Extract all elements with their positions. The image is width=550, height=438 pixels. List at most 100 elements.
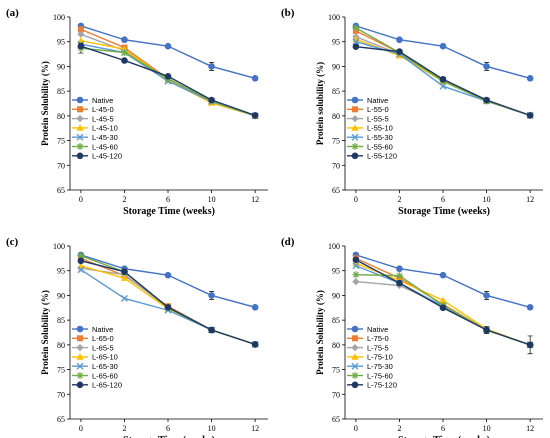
data-point [164, 271, 172, 279]
series-L-65-120 [77, 257, 259, 348]
y-tick-label: 75 [332, 366, 340, 375]
legend-label: L-55-10 [367, 124, 393, 133]
y-axis-label: Protein Solubility (%) [40, 290, 50, 375]
legend-marker [351, 381, 359, 389]
data-point [352, 262, 360, 270]
x-axis-label: Storage Time (weeks) [398, 206, 490, 217]
legend-label: L-75-10 [367, 353, 393, 362]
legend-marker [351, 143, 359, 150]
legend-item: Native [72, 325, 113, 334]
legend-marker [351, 353, 359, 360]
y-tick-label: 85 [57, 87, 65, 96]
legend: NativeL-55-0L-55-5L-55-10L-55-30L-55-60L… [347, 96, 397, 161]
legend-marker [76, 152, 84, 160]
x-tick-label: 2 [122, 424, 126, 433]
data-point [251, 303, 259, 311]
legend-label: L-45-60 [92, 142, 118, 151]
series-L-55-120 [352, 43, 534, 119]
data-point [526, 74, 534, 82]
legend-item: L-45-120 [72, 152, 122, 161]
data-point [396, 265, 403, 273]
legend-marker [76, 96, 84, 104]
legend-label: L-75-0 [367, 334, 389, 343]
x-tick-label: 10 [208, 424, 216, 433]
x-tick-label: 0 [354, 195, 358, 204]
legend-item: L-65-5 [72, 343, 114, 352]
legend-label: L-55-30 [367, 133, 393, 142]
legend-label: L-45-120 [92, 152, 122, 161]
legend-marker [76, 325, 84, 333]
panel-label: (c) [6, 236, 19, 248]
legend-marker [76, 362, 84, 370]
y-tick-label: 95 [332, 38, 340, 47]
x-tick-label: 2 [122, 195, 126, 204]
legend: NativeL-45-0L-45-5L-45-10L-45-30L-45-60L… [72, 96, 122, 161]
legend-label: L-55-0 [367, 105, 389, 114]
legend-label: Native [367, 325, 388, 334]
legend-label: L-65-120 [92, 381, 122, 390]
y-tick-label: 65 [57, 186, 65, 195]
y-tick-label: 70 [57, 161, 65, 170]
data-point [526, 303, 534, 311]
legend-label: L-65-60 [92, 371, 118, 380]
legend-label: L-75-5 [367, 343, 389, 352]
data-point [164, 73, 172, 80]
y-tick-label: 95 [57, 267, 65, 276]
legend-label: L-55-120 [367, 152, 397, 161]
legend-label: L-65-5 [92, 343, 114, 352]
legend: NativeL-65-0L-65-5L-65-10L-65-30L-65-60L… [72, 325, 122, 390]
y-tick-label: 95 [332, 267, 340, 276]
data-point [208, 96, 215, 104]
y-tick-label: 90 [332, 62, 340, 71]
x-tick-label: 2 [397, 424, 401, 433]
data-point [483, 63, 490, 70]
legend-label: L-45-30 [92, 133, 118, 142]
y-tick-label: 80 [332, 112, 340, 121]
legend-label: L-65-30 [92, 362, 118, 371]
legend-item: L-45-30 [72, 133, 118, 142]
y-tick-label: 70 [332, 390, 340, 399]
series-Native [77, 251, 259, 311]
data-point [526, 341, 534, 349]
x-tick-label: 10 [483, 195, 491, 204]
y-tick-label: 80 [57, 341, 65, 350]
data-point [77, 30, 85, 38]
series-line [80, 254, 256, 308]
y-tick-label: 70 [332, 161, 340, 170]
legend-marker [76, 133, 84, 141]
data-point [164, 303, 172, 311]
legend-item: L-55-0 [347, 105, 389, 114]
legend-item: Native [72, 96, 113, 105]
y-tick-label: 75 [57, 137, 65, 146]
chart-panel-2: 65 70 75 80 85 90 95 100 0 2 6 10 12 (b) Storage Time … [281, 7, 543, 217]
legend-label: Native [92, 325, 113, 334]
data-point [120, 274, 129, 281]
legend-item: L-75-120 [347, 381, 397, 390]
legend-marker [351, 152, 359, 160]
data-point [396, 36, 403, 44]
legend-label: L-75-60 [367, 371, 393, 380]
data-point [251, 112, 259, 119]
legend-marker [76, 115, 84, 123]
series-Native [77, 22, 259, 82]
data-point [483, 326, 490, 334]
legend-item: L-45-5 [72, 114, 114, 123]
legend-label: Native [92, 96, 113, 105]
legend-item: L-45-0 [72, 105, 114, 114]
data-point [77, 266, 85, 274]
legend-item: L-55-30 [347, 133, 393, 142]
data-point [352, 256, 360, 264]
legend-marker [76, 124, 84, 131]
y-tick-label: 85 [57, 316, 65, 325]
x-tick-label: 0 [79, 195, 83, 204]
x-tick-label: 12 [526, 424, 534, 433]
data-point [208, 63, 215, 70]
data-point [439, 296, 447, 304]
data-point [352, 271, 360, 279]
data-point [120, 294, 128, 302]
x-tick-label: 0 [79, 424, 83, 433]
panel-label: (b) [281, 7, 295, 19]
x-tick-label: 6 [441, 195, 445, 204]
legend-marker [352, 106, 358, 113]
y-tick-label: 100 [53, 242, 65, 251]
